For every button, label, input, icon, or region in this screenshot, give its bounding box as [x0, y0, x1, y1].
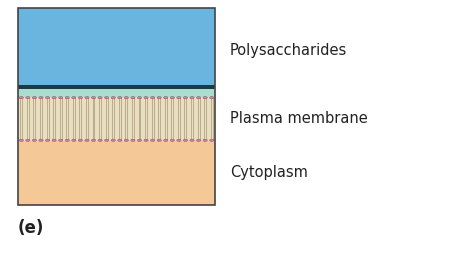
- Circle shape: [164, 97, 168, 99]
- Circle shape: [98, 97, 102, 99]
- Circle shape: [85, 97, 89, 99]
- Circle shape: [164, 139, 168, 141]
- Circle shape: [78, 139, 82, 141]
- Circle shape: [196, 139, 201, 141]
- Circle shape: [177, 139, 181, 141]
- Circle shape: [124, 97, 128, 99]
- Circle shape: [170, 97, 174, 99]
- Bar: [18, 8, 215, 85]
- Circle shape: [183, 97, 188, 99]
- Circle shape: [190, 97, 194, 99]
- Circle shape: [196, 97, 201, 99]
- Circle shape: [26, 139, 30, 141]
- Circle shape: [65, 139, 69, 141]
- Circle shape: [157, 139, 161, 141]
- Circle shape: [190, 139, 194, 141]
- Circle shape: [131, 97, 135, 99]
- Circle shape: [183, 139, 188, 141]
- Circle shape: [39, 139, 43, 141]
- Text: Plasma membrane: Plasma membrane: [230, 110, 368, 125]
- Circle shape: [203, 97, 207, 99]
- Bar: [18, 8, 215, 205]
- Circle shape: [46, 139, 50, 141]
- Circle shape: [72, 97, 76, 99]
- Circle shape: [32, 97, 36, 99]
- Circle shape: [144, 139, 148, 141]
- Circle shape: [144, 97, 148, 99]
- Circle shape: [32, 139, 36, 141]
- Bar: [18, 141, 215, 205]
- Circle shape: [91, 97, 96, 99]
- Circle shape: [104, 97, 109, 99]
- Circle shape: [72, 139, 76, 141]
- Circle shape: [26, 97, 30, 99]
- Circle shape: [210, 139, 214, 141]
- Circle shape: [39, 97, 43, 99]
- Circle shape: [124, 139, 128, 141]
- Circle shape: [150, 97, 155, 99]
- Text: (e): (e): [18, 219, 45, 237]
- Circle shape: [210, 97, 214, 99]
- Circle shape: [111, 97, 115, 99]
- Circle shape: [58, 97, 63, 99]
- Circle shape: [91, 139, 96, 141]
- Circle shape: [170, 139, 174, 141]
- Circle shape: [78, 97, 82, 99]
- Circle shape: [111, 139, 115, 141]
- Circle shape: [52, 97, 56, 99]
- Bar: [18, 89, 215, 97]
- Text: Cytoplasm: Cytoplasm: [230, 166, 308, 181]
- Circle shape: [85, 139, 89, 141]
- Circle shape: [19, 97, 23, 99]
- Circle shape: [203, 139, 207, 141]
- Bar: [18, 85, 215, 89]
- Circle shape: [137, 139, 142, 141]
- Circle shape: [46, 97, 50, 99]
- Bar: [18, 97, 215, 141]
- Circle shape: [177, 97, 181, 99]
- Circle shape: [58, 139, 63, 141]
- Circle shape: [98, 139, 102, 141]
- Text: Polysaccharides: Polysaccharides: [230, 42, 347, 57]
- Circle shape: [118, 139, 122, 141]
- Circle shape: [157, 97, 161, 99]
- Circle shape: [52, 139, 56, 141]
- Circle shape: [131, 139, 135, 141]
- Circle shape: [104, 139, 109, 141]
- Circle shape: [137, 97, 142, 99]
- Circle shape: [150, 139, 155, 141]
- Circle shape: [118, 97, 122, 99]
- Circle shape: [19, 139, 23, 141]
- Circle shape: [65, 97, 69, 99]
